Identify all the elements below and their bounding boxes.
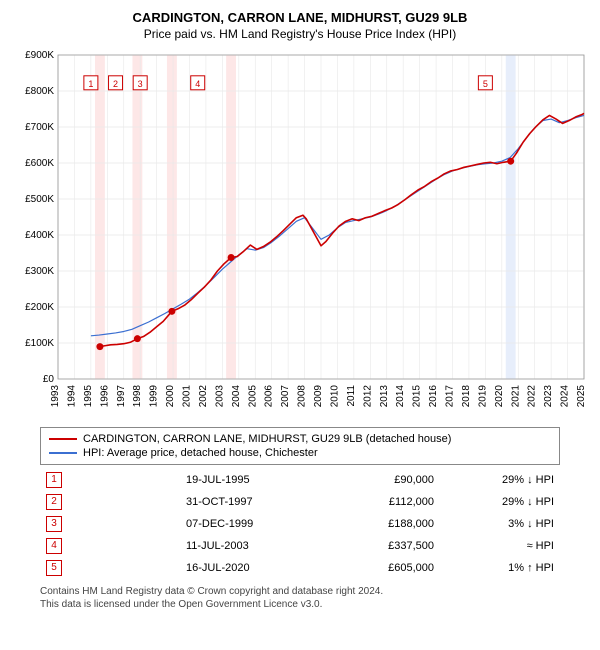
svg-text:2019: 2019: [477, 385, 488, 408]
legend-swatch: [49, 438, 77, 440]
svg-text:2004: 2004: [231, 385, 242, 408]
svg-text:£600K: £600K: [25, 158, 54, 169]
sales-table: 1 19-JUL-1995£90,00029% ↓ HPI 2 31-OCT-1997…: [40, 469, 560, 579]
cell: 1% ↑ HPI: [440, 557, 560, 579]
cell: 3% ↓ HPI: [440, 513, 560, 535]
svg-text:1999: 1999: [149, 385, 160, 408]
svg-text:2: 2: [113, 79, 118, 89]
svg-text:2024: 2024: [560, 385, 571, 408]
svg-text:2013: 2013: [379, 385, 390, 408]
page-title: CARDINGTON, CARRON LANE, MIDHURST, GU29 …: [10, 10, 590, 25]
page-subtitle: Price paid vs. HM Land Registry's House …: [10, 27, 590, 41]
cell: £90,000: [320, 469, 440, 491]
sale-index-box: 5: [46, 560, 62, 576]
table-row: 1 19-JUL-1995£90,00029% ↓ HPI: [40, 469, 560, 491]
price-chart: £0 £100K £200K £300K £400K £500K £600K £700K £80…: [10, 49, 590, 419]
cell: 31-OCT-1997: [180, 491, 320, 513]
cell: 07-DEC-1999: [180, 513, 320, 535]
cell: 29% ↓ HPI: [440, 469, 560, 491]
svg-text:2018: 2018: [461, 385, 472, 408]
svg-text:£0: £0: [43, 374, 55, 385]
cell: ≈ HPI: [440, 535, 560, 557]
svg-text:2008: 2008: [297, 385, 308, 408]
svg-text:2022: 2022: [527, 385, 538, 408]
footer-line1: Contains HM Land Registry data © Crown c…: [40, 585, 590, 598]
svg-text:2025: 2025: [576, 385, 587, 408]
svg-text:£200K: £200K: [25, 302, 54, 313]
svg-text:2001: 2001: [182, 385, 193, 408]
svg-text:4: 4: [195, 79, 200, 89]
legend-item: HPI: Average price, detached house, Chic…: [49, 446, 551, 460]
sale-index-box: 1: [46, 472, 62, 488]
footer-line2: This data is licensed under the Open Gov…: [40, 598, 590, 611]
svg-text:£400K: £400K: [25, 230, 54, 241]
cell: 29% ↓ HPI: [440, 491, 560, 513]
sale-index-box: 2: [46, 494, 62, 510]
sale-index-box: 3: [46, 516, 62, 532]
cell: £112,000: [320, 491, 440, 513]
legend-swatch: [49, 452, 77, 454]
svg-text:1995: 1995: [83, 385, 94, 408]
svg-text:2000: 2000: [165, 385, 176, 408]
legend-label: CARDINGTON, CARRON LANE, MIDHURST, GU29 …: [83, 433, 451, 445]
cell: 11-JUL-2003: [180, 535, 320, 557]
svg-text:2021: 2021: [510, 385, 521, 408]
footer: Contains HM Land Registry data © Crown c…: [40, 585, 590, 611]
legend-item: CARDINGTON, CARRON LANE, MIDHURST, GU29 …: [49, 432, 551, 446]
cell: £188,000: [320, 513, 440, 535]
svg-text:2020: 2020: [494, 385, 505, 408]
svg-text:1994: 1994: [66, 385, 77, 408]
svg-text:1: 1: [88, 79, 93, 89]
svg-text:2011: 2011: [346, 385, 357, 407]
svg-text:2014: 2014: [395, 385, 406, 408]
svg-text:2023: 2023: [543, 385, 554, 408]
table-row: 3 07-DEC-1999£188,0003% ↓ HPI: [40, 513, 560, 535]
svg-text:2002: 2002: [198, 385, 209, 408]
svg-text:2005: 2005: [247, 385, 258, 408]
svg-text:3: 3: [138, 79, 143, 89]
cell: 19-JUL-1995: [180, 469, 320, 491]
svg-text:1996: 1996: [99, 385, 110, 408]
table-row: 4 11-JUL-2003£337,500≈ HPI: [40, 535, 560, 557]
cell: £605,000: [320, 557, 440, 579]
svg-text:£300K: £300K: [25, 266, 54, 277]
legend: CARDINGTON, CARRON LANE, MIDHURST, GU29 …: [40, 427, 560, 465]
cell: £337,500: [320, 535, 440, 557]
legend-label: HPI: Average price, detached house, Chic…: [83, 447, 318, 459]
svg-text:2003: 2003: [214, 385, 225, 408]
table-row: 5 16-JUL-2020£605,0001% ↑ HPI: [40, 557, 560, 579]
svg-text:2017: 2017: [445, 385, 456, 408]
svg-text:1997: 1997: [116, 385, 127, 408]
sale-index-box: 4: [46, 538, 62, 554]
svg-text:£100K: £100K: [25, 338, 54, 349]
svg-text:2007: 2007: [280, 385, 291, 408]
svg-text:£500K: £500K: [25, 194, 54, 205]
svg-text:2016: 2016: [428, 385, 439, 408]
svg-text:£900K: £900K: [25, 50, 54, 61]
svg-text:£800K: £800K: [25, 86, 54, 97]
table-row: 2 31-OCT-1997£112,00029% ↓ HPI: [40, 491, 560, 513]
svg-text:2009: 2009: [313, 385, 324, 408]
svg-text:2006: 2006: [264, 385, 275, 408]
svg-text:£700K: £700K: [25, 122, 54, 133]
svg-text:2015: 2015: [412, 385, 423, 408]
svg-text:5: 5: [483, 79, 488, 89]
svg-text:2012: 2012: [362, 385, 373, 408]
svg-text:2010: 2010: [329, 385, 340, 408]
cell: 16-JUL-2020: [180, 557, 320, 579]
svg-text:1998: 1998: [132, 385, 143, 408]
svg-text:1993: 1993: [50, 385, 61, 408]
